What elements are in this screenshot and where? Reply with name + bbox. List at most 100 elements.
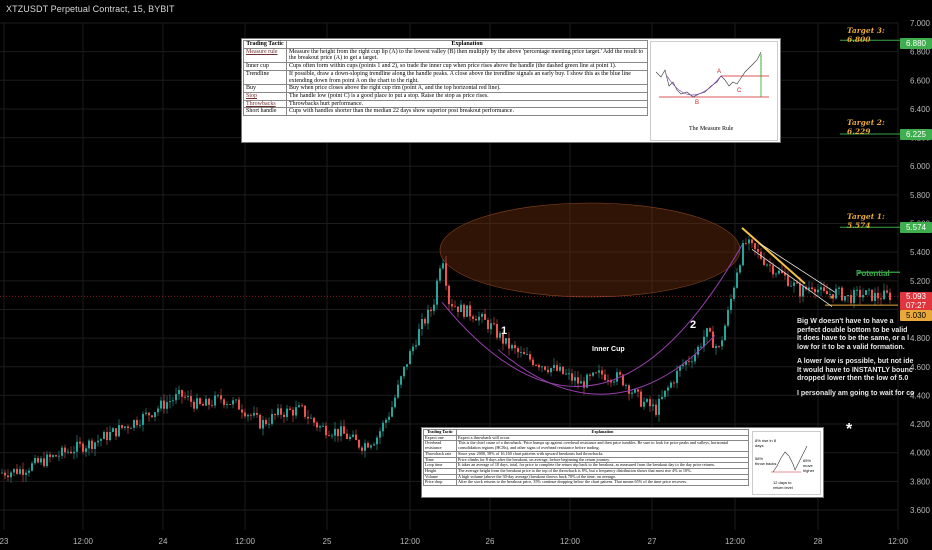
candle-body	[718, 345, 720, 347]
candle-body	[571, 373, 573, 381]
x-tick-label: 12:00	[560, 537, 581, 546]
x-tick-label: 12:00	[888, 537, 909, 546]
candle-body	[874, 292, 876, 301]
time-axis[interactable]: 23 12:00 24 12:00 25 12:00 26 12:00 27 12:00 28 12:…	[0, 537, 909, 546]
candle-body	[46, 454, 48, 467]
candle-body	[736, 272, 738, 288]
candle-body	[658, 398, 660, 415]
candle-body	[679, 365, 681, 371]
candle-body	[550, 368, 552, 373]
candle-body	[103, 432, 105, 440]
candle-body	[847, 295, 849, 297]
y-tick-label: 6.800	[910, 48, 931, 57]
svg-text:B: B	[695, 100, 699, 106]
candle-body	[37, 458, 39, 463]
candle-body	[706, 328, 708, 337]
candle-body	[466, 305, 468, 317]
candle-body	[100, 439, 102, 441]
svg-text:throw backs: throw backs	[755, 461, 776, 466]
candle-body	[601, 370, 603, 375]
table-row: Throwbacks Throwbacks hurt performance.	[243, 99, 648, 109]
candle-body	[643, 401, 645, 407]
candle-body	[469, 305, 471, 317]
candle-body	[229, 404, 231, 405]
candle-body	[316, 422, 318, 428]
candle-body	[616, 372, 618, 382]
candlestick-series	[1, 236, 891, 483]
x-tick-label: 25	[323, 537, 332, 546]
candle-body	[379, 431, 381, 438]
svg-text:58%: 58%	[755, 456, 763, 461]
candle-body	[808, 287, 810, 290]
svg-text:12 days to: 12 days to	[773, 480, 792, 485]
candle-body	[493, 323, 495, 325]
candle-body	[691, 361, 693, 363]
x-tick-label: 12:00	[400, 537, 421, 546]
candle-body	[217, 395, 219, 397]
candle-body	[796, 282, 798, 284]
candle-body	[772, 265, 774, 275]
candle-body	[355, 434, 357, 440]
candle-body	[178, 390, 180, 395]
candle-body	[595, 372, 597, 374]
candle-body	[715, 345, 717, 348]
candle-body	[820, 287, 822, 290]
candle-body	[727, 310, 729, 326]
table-row: Overhead resistance This is the chief cau…	[423, 440, 749, 452]
candle-body	[16, 468, 18, 474]
y-tick-label: 4.600	[910, 363, 931, 372]
candle-body	[610, 380, 612, 383]
candle-body	[520, 352, 522, 353]
candle-body	[652, 404, 654, 407]
candle-body	[34, 458, 36, 464]
candle-body	[271, 414, 273, 424]
candle-body	[568, 373, 570, 375]
candle-body	[694, 354, 696, 362]
candle-body	[187, 396, 189, 397]
candle-body	[124, 426, 126, 428]
candle-body	[541, 366, 543, 368]
candle-body	[472, 316, 474, 319]
candle-body	[838, 287, 840, 289]
candle-body	[544, 366, 546, 370]
candle-body	[262, 420, 264, 429]
candle-body	[130, 427, 132, 429]
y-tick-label: 3.600	[910, 506, 931, 515]
candle-body	[196, 398, 198, 409]
breakout-point-label: Potential	[856, 269, 890, 278]
y-tick-label: 5.400	[910, 248, 931, 257]
candle-body	[319, 426, 321, 428]
candle-body	[322, 425, 324, 427]
chart-title: XTZUSDT Perpetual Contract, 15, BYBIT	[6, 4, 175, 14]
candle-body	[172, 400, 174, 402]
potential-price-tag: 5.030	[900, 310, 932, 321]
point-1-label: 1	[501, 325, 507, 337]
candle-body	[646, 399, 648, 402]
cup-handle-tactics-table: Trading Tactic Explanation Measure rule Me…	[241, 38, 781, 143]
candle-body	[421, 318, 423, 330]
candle-body	[490, 323, 492, 330]
x-tick-label: 12:00	[725, 537, 746, 546]
candle-body	[859, 289, 861, 298]
candle-body	[334, 428, 336, 436]
candle-body	[607, 380, 609, 381]
candle-body	[778, 270, 780, 274]
table-row: Trendline If possible, draw a down-slopin…	[243, 69, 648, 86]
candle-body	[250, 414, 252, 416]
candle-body	[832, 294, 834, 299]
svg-text:return level: return level	[773, 485, 793, 490]
x-tick-label: 24	[159, 537, 168, 546]
candle-body	[241, 409, 243, 413]
candle-body	[463, 304, 465, 317]
candle-body	[31, 463, 33, 471]
candle-body	[376, 437, 378, 445]
candle-body	[202, 404, 204, 406]
candle-body	[685, 361, 687, 365]
candle-body	[829, 294, 831, 295]
candle-body	[397, 384, 399, 398]
candle-body	[739, 265, 741, 273]
x-tick-label: 12:00	[235, 537, 256, 546]
candle-body	[871, 289, 873, 301]
candle-body	[640, 391, 642, 407]
candle-body	[385, 419, 387, 423]
